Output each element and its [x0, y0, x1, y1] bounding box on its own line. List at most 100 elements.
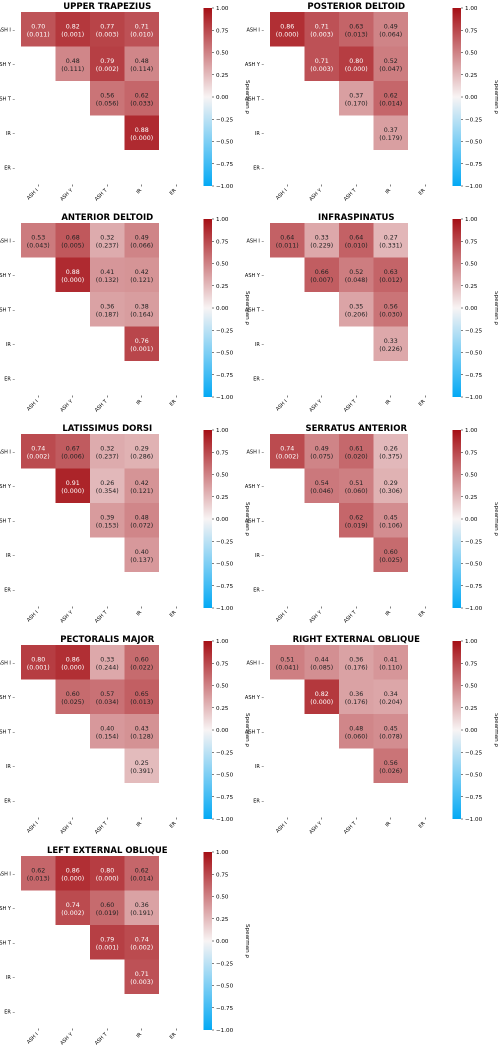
- y-tick-label: ASH Y –: [0, 62, 15, 68]
- cell-rho-label: 0.71: [315, 58, 329, 65]
- heatmap-cell: [339, 434, 374, 469]
- cell-rho-label: 0.74: [66, 902, 80, 909]
- x-tick-label: IR: [384, 820, 392, 828]
- x-tick-label: ASH T: [94, 398, 110, 414]
- heatmap-cell: [124, 434, 159, 469]
- cell-rho-label: 0.51: [349, 480, 363, 487]
- heatmap-cell: [90, 434, 125, 469]
- heatmap-cell: [304, 679, 339, 714]
- colorbar-tick-label: −0.50: [216, 351, 234, 357]
- heatmap-cell: [270, 12, 305, 47]
- cell-rho-label: 0.63: [384, 269, 398, 276]
- heatmap-cell: [270, 223, 305, 258]
- heatmap-cell: [124, 12, 159, 47]
- cell-rho-label: 0.48: [66, 58, 80, 65]
- cell-rho-label: 0.49: [384, 23, 398, 30]
- cell-p-label: (0.121): [130, 277, 153, 284]
- cell-p-label: (0.106): [379, 522, 402, 529]
- cell-p-label: (0.154): [96, 733, 119, 740]
- cell-p-label: (0.191): [130, 910, 153, 917]
- cell-rho-label: 0.37: [384, 127, 398, 134]
- heatmap-cell: [373, 679, 408, 714]
- panel-title: PECTORALIS MAJOR: [60, 635, 155, 645]
- cell-p-label: (0.132): [96, 277, 119, 284]
- cell-p-label: (0.005): [61, 242, 84, 249]
- colorbar: [452, 8, 461, 186]
- x-tick-label: ASH T: [343, 398, 359, 414]
- cell-rho-label: 0.26: [100, 480, 114, 487]
- y-tick-label: ASH Y –: [245, 273, 265, 279]
- x-tick-label: ASH I: [26, 1032, 40, 1045]
- y-tick-label: ASH T –: [245, 307, 265, 313]
- heatmap-cell: [21, 645, 56, 680]
- cell-rho-label: 0.57: [100, 691, 114, 698]
- cell-p-label: (0.014): [379, 100, 402, 107]
- heatmap-cell: [124, 257, 159, 292]
- y-tick-label: ER –: [253, 165, 264, 171]
- cell-rho-label: 0.86: [280, 23, 294, 30]
- y-tick-label: ASH T –: [245, 518, 265, 524]
- colorbar-label: Spearman ρ: [244, 924, 250, 958]
- heatmap-cell: [124, 223, 159, 258]
- colorbar-tick-label: −1.00: [216, 184, 234, 190]
- cell-p-label: (0.001): [130, 346, 153, 353]
- cell-p-label: (0.244): [96, 664, 119, 671]
- cell-rho-label: 0.53: [31, 234, 45, 241]
- cell-p-label: (0.085): [310, 664, 333, 671]
- cell-p-label: (0.013): [27, 875, 50, 882]
- colorbar-tick-label: 0.25: [216, 706, 229, 712]
- cell-p-label: (0.020): [345, 453, 368, 460]
- y-tick-label: ASH I –: [0, 871, 15, 877]
- cell-p-label: (0.056): [96, 100, 119, 107]
- cell-rho-label: 0.65: [135, 691, 149, 698]
- cell-rho-label: 0.40: [100, 725, 114, 732]
- y-tick-label: ASH Y –: [0, 273, 15, 279]
- heatmap-cell: [124, 645, 159, 680]
- panel-pectoralis-major: PECTORALIS MAJOR 0.80(0.001) 0.86(0.000) 0.…: [0, 635, 250, 836]
- y-tick-label: ER –: [4, 165, 15, 171]
- colorbar-tick-label: 0.50: [216, 684, 229, 690]
- x-tick-label: ASH I: [275, 399, 289, 413]
- colorbar-tick-label: 0.25: [216, 284, 229, 290]
- cell-rho-label: 0.91: [66, 480, 80, 487]
- colorbar-tick-label: 1.00: [216, 6, 229, 12]
- y-tick-label: IR –: [6, 342, 16, 348]
- heatmap-cell: [90, 257, 125, 292]
- heatmap-cell: [373, 257, 408, 292]
- cell-p-label: (0.003): [310, 66, 333, 73]
- colorbar-tick-label: −0.25: [216, 539, 234, 545]
- heatmap-cell: [124, 925, 159, 960]
- x-tick-label: ER: [418, 609, 427, 618]
- colorbar-tick-label: −0.25: [216, 961, 234, 967]
- colorbar-tick-label: 0.75: [216, 450, 229, 456]
- x-tick-label: IR: [135, 820, 143, 828]
- colorbar-tick-label: 0.25: [465, 495, 478, 501]
- heatmap-cell: [90, 292, 125, 327]
- colorbar-tick-label: −1.00: [216, 817, 234, 823]
- heatmap-cell: [55, 257, 90, 292]
- x-tick-label: ASH T: [94, 609, 110, 625]
- cell-p-label: (0.064): [379, 31, 402, 38]
- colorbar: [452, 641, 461, 819]
- colorbar-tick-label: −0.25: [216, 328, 234, 334]
- cell-p-label: (0.001): [27, 664, 50, 671]
- colorbar-tick-label: −0.75: [465, 795, 483, 801]
- panel-upper-trapezius: UPPER TRAPEZIUS 0.70(0.011) 0.82(0.001) 0.7…: [0, 2, 250, 203]
- x-tick-label: ASH I: [26, 399, 40, 413]
- cell-rho-label: 0.80: [349, 58, 363, 65]
- x-tick-label: ASH T: [94, 1031, 110, 1045]
- cell-rho-label: 0.41: [100, 269, 114, 276]
- cell-rho-label: 0.68: [66, 234, 80, 241]
- cell-rho-label: 0.60: [384, 549, 398, 556]
- y-tick-label: ASH Y –: [245, 695, 265, 701]
- x-tick-label: IR: [384, 609, 392, 617]
- heatmap-cell: [339, 257, 374, 292]
- panel-title: POSTERIOR DELTOID: [307, 2, 405, 12]
- x-tick-label: IR: [135, 398, 143, 406]
- cell-rho-label: 0.88: [135, 127, 149, 134]
- x-tick-label: ASH I: [26, 188, 40, 202]
- cell-p-label: (0.229): [310, 242, 333, 249]
- heatmap-cell: [373, 292, 408, 327]
- colorbar-tick-label: 0.00: [465, 306, 478, 312]
- cell-rho-label: 0.41: [384, 656, 398, 663]
